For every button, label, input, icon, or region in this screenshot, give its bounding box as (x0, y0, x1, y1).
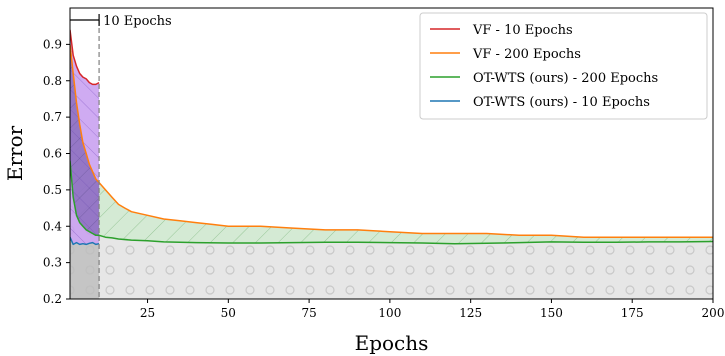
legend-label-vf-200-epochs: VF - 200 Epochs (472, 47, 581, 62)
legend-label-ot-wts-ours-200-epochs: OT-WTS (ours) - 200 Epochs (473, 71, 658, 86)
legend-label-ot-wts-ours-10-epochs: OT-WTS (ours) - 10 Epochs (473, 95, 650, 110)
y-tick-label: 0.5 (43, 183, 62, 197)
series-line-ot-wts-ours-200-epochs (70, 160, 713, 245)
x-tick-label: 100 (378, 306, 401, 320)
area-ot-wts-10-baseline (70, 237, 100, 299)
x-tick-label: 50 (221, 306, 236, 320)
series-line-vf-200-epochs (70, 44, 713, 238)
area-overlap-first-epochs-hatch (70, 44, 100, 236)
y-tick-label: 0.2 (43, 292, 62, 306)
y-axis-title: Error (3, 125, 27, 181)
area-vf200-ot200-gap-hatch (70, 44, 713, 244)
x-tick-label: 175 (621, 306, 644, 320)
legend: VF - 10 Epochs VF - 200 Epochs OT-WTS (our… (419, 12, 708, 120)
series-lines (70, 29, 713, 246)
x-axis-title: Epochs (355, 331, 429, 355)
area-ot-wts-200-baseline-dots (70, 160, 713, 299)
y-tick-label: 0.4 (43, 219, 62, 233)
y-tick-label: 0.8 (43, 74, 62, 88)
axes: 25 50 75 100 125 150 175 200 0.2 0.3 0.4 0.5 0.6 0.7 0… (3, 7, 725, 355)
y-tick-label: 0.7 (43, 110, 62, 124)
y-tick-label: 0.6 (43, 147, 62, 161)
x-tick-label: 200 (702, 306, 725, 320)
x-tick-label: 125 (459, 306, 482, 320)
series-line-vf-10-epochs (70, 29, 100, 86)
x-tick-label: 25 (140, 306, 155, 320)
series-line-ot-wts-ours-10-epochs (70, 236, 100, 246)
legend-box (419, 12, 708, 120)
epoch-annotation: 10 Epochs (70, 14, 172, 299)
y-tick-label: 0.9 (43, 37, 62, 51)
annotation-label: 10 Epochs (103, 14, 172, 29)
x-tick-label: 75 (301, 306, 316, 320)
legend-label-vf-10-epochs: VF - 10 Epochs (472, 23, 573, 38)
area-fills (70, 29, 713, 299)
y-tick-label: 0.3 (43, 256, 62, 270)
x-tick-label: 150 (540, 306, 563, 320)
